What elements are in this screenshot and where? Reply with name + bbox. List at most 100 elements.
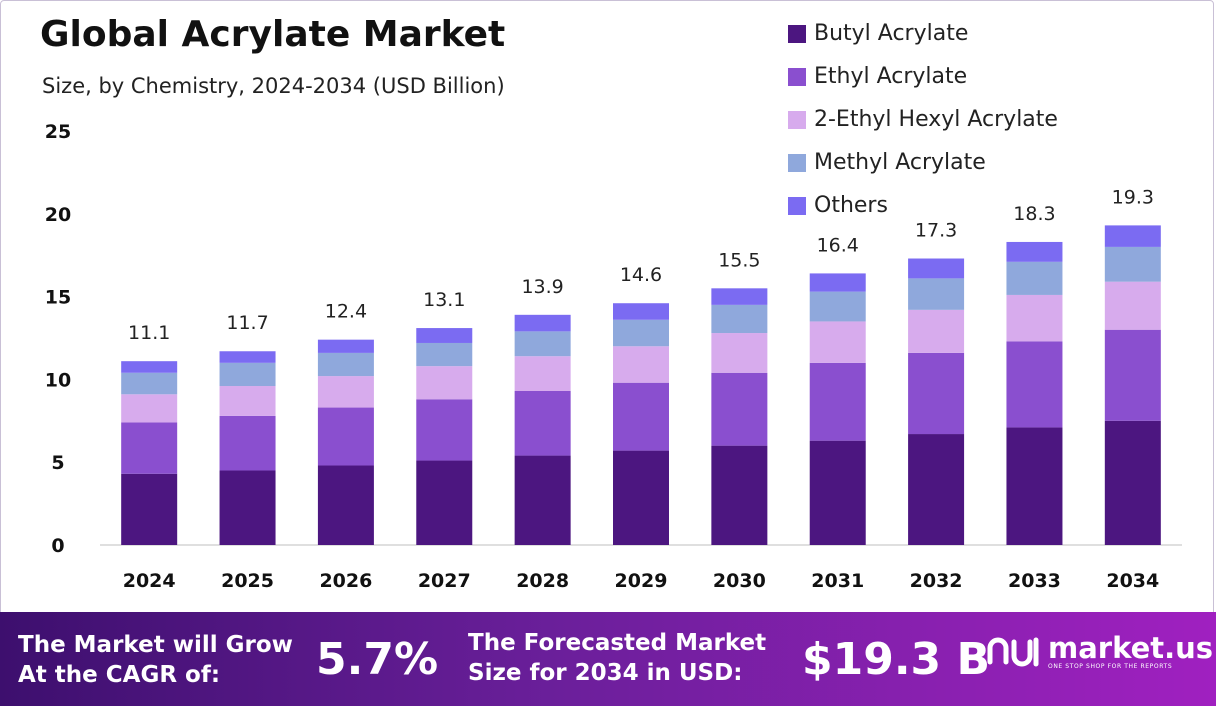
bar-segment-hexyl-2032 xyxy=(908,309,965,353)
bar-total-label: 19.3 xyxy=(1112,186,1154,208)
bar-segment-methyl-2024 xyxy=(121,372,178,395)
bar-segment-methyl-2032 xyxy=(908,278,965,310)
bar-segment-ethyl-2033 xyxy=(1006,341,1063,428)
bar-segment-methyl-2033 xyxy=(1006,261,1063,295)
bar-segment-butyl-2028 xyxy=(514,455,571,545)
legend-label-methyl: Methyl Acrylate xyxy=(814,150,986,175)
cagr-value: 5.7% xyxy=(316,634,439,685)
chart-title: Global Acrylate Market xyxy=(40,14,506,55)
bar-segment-ethyl-2025 xyxy=(219,415,276,471)
x-tick-label: 2031 xyxy=(811,570,864,592)
cagr-label-line1: The Market will Grow xyxy=(18,632,293,658)
bar-segment-hexyl-2033 xyxy=(1006,294,1063,342)
bar-segment-butyl-2025 xyxy=(219,470,276,545)
bar-total-label: 17.3 xyxy=(915,220,957,242)
bar-segment-hexyl-2030 xyxy=(711,333,768,373)
legend-label-hexyl: 2-Ethyl Hexyl Acrylate xyxy=(814,107,1058,132)
bar-total-label: 16.4 xyxy=(817,234,859,256)
bar-segment-hexyl-2028 xyxy=(514,356,571,391)
x-tick-label: 2030 xyxy=(713,570,766,592)
legend-swatch-ethyl xyxy=(788,67,806,86)
legend-label-others: Others xyxy=(814,193,888,218)
bar-segment-others-2026 xyxy=(317,339,374,353)
bar-segment-ethyl-2027 xyxy=(416,399,473,461)
forecast-label: The Forecasted Market Size for 2034 in U… xyxy=(468,628,766,688)
bar-segment-hexyl-2031 xyxy=(809,321,866,363)
bar-total-label: 13.1 xyxy=(423,289,465,311)
bar-segment-methyl-2026 xyxy=(317,352,374,377)
bar-segment-hexyl-2029 xyxy=(613,346,669,383)
bar-total-label: 18.3 xyxy=(1013,203,1055,225)
bar-segment-others-2033 xyxy=(1006,241,1063,262)
bar-segment-ethyl-2026 xyxy=(317,407,374,466)
x-tick-label: 2024 xyxy=(123,570,176,592)
bar-segment-butyl-2034 xyxy=(1104,420,1161,545)
x-tick-label: 2026 xyxy=(319,570,372,592)
x-tick-label: 2029 xyxy=(615,570,668,592)
bar-segment-butyl-2032 xyxy=(908,434,965,545)
bar-segment-methyl-2029 xyxy=(613,319,669,347)
x-tick-label: 2032 xyxy=(910,570,963,592)
bar-segment-ethyl-2029 xyxy=(613,382,669,451)
brand-tagline: ONE STOP SHOP FOR THE REPORTS xyxy=(1048,663,1173,670)
bar-segment-butyl-2024 xyxy=(121,473,178,545)
bar-segment-others-2024 xyxy=(121,361,178,373)
bar-total-label: 11.1 xyxy=(128,322,170,344)
legend-item-hexyl: 2-Ethyl Hexyl Acrylate xyxy=(788,98,1058,141)
forecast-label-line2: Size for 2034 in USD: xyxy=(468,660,743,686)
bar-segment-others-2030 xyxy=(711,288,768,305)
bar-segment-others-2029 xyxy=(613,303,669,320)
bar-total-label: 12.4 xyxy=(325,301,367,323)
legend-item-methyl: Methyl Acrylate xyxy=(788,141,1058,184)
bar-segment-hexyl-2024 xyxy=(121,394,178,423)
legend-item-butyl: Butyl Acrylate xyxy=(788,12,1058,55)
bar-segment-hexyl-2034 xyxy=(1104,281,1161,330)
cagr-label-line2: At the CAGR of: xyxy=(18,662,221,688)
y-tick-label: 0 xyxy=(51,535,64,557)
bar-segment-methyl-2025 xyxy=(219,362,276,387)
bar-segment-others-2025 xyxy=(219,351,276,363)
bar-segment-methyl-2031 xyxy=(809,291,866,322)
bar-segment-butyl-2030 xyxy=(711,445,768,545)
stacked-bar-chart: 051015202511.1202411.7202512.4202613.120… xyxy=(45,121,1182,592)
x-tick-label: 2025 xyxy=(221,570,274,592)
y-tick-label: 5 xyxy=(51,452,64,474)
brand-logo-text: market.us ONE STOP SHOP FOR THE REPORTS xyxy=(1048,633,1213,671)
bar-segment-others-2028 xyxy=(514,314,571,332)
bar-segment-methyl-2034 xyxy=(1104,246,1161,282)
bar-segment-butyl-2027 xyxy=(416,460,473,545)
bar-segment-methyl-2030 xyxy=(711,304,768,334)
x-tick-label: 2033 xyxy=(1008,570,1061,592)
bar-segment-ethyl-2034 xyxy=(1104,329,1161,421)
bar-segment-ethyl-2024 xyxy=(121,422,178,474)
forecast-label-line1: The Forecasted Market xyxy=(468,630,767,656)
bar-segment-hexyl-2027 xyxy=(416,366,473,400)
legend-swatch-butyl xyxy=(788,24,806,43)
legend-swatch-others xyxy=(788,196,806,215)
bar-segment-hexyl-2026 xyxy=(317,376,374,408)
bar-total-label: 11.7 xyxy=(226,312,268,334)
brand-name: market.us xyxy=(1048,631,1214,665)
bar-segment-ethyl-2031 xyxy=(809,362,866,441)
bar-segment-methyl-2028 xyxy=(514,331,571,357)
x-tick-label: 2034 xyxy=(1106,570,1159,592)
legend-label-ethyl: Ethyl Acrylate xyxy=(814,64,968,89)
chart-subtitle: Size, by Chemistry, 2024-2034 (USD Billi… xyxy=(42,74,505,98)
legend-item-ethyl: Ethyl Acrylate xyxy=(788,55,1058,98)
y-tick-label: 25 xyxy=(45,121,71,143)
bar-segment-others-2027 xyxy=(416,328,473,343)
bar-segment-ethyl-2030 xyxy=(711,372,768,446)
summary-footer: The Market will Grow At the CAGR of: 5.7… xyxy=(0,612,1216,706)
bar-total-label: 13.9 xyxy=(521,276,563,298)
bar-total-label: 14.6 xyxy=(620,264,662,286)
y-tick-label: 10 xyxy=(45,369,71,391)
cagr-label: The Market will Grow At the CAGR of: xyxy=(18,630,293,690)
legend-item-others: Others xyxy=(788,184,1058,227)
legend-label-butyl: Butyl Acrylate xyxy=(814,21,969,46)
legend: Butyl Acrylate Ethyl Acrylate 2-Ethyl He… xyxy=(788,12,1058,227)
bar-segment-ethyl-2028 xyxy=(514,390,571,456)
bar-segment-butyl-2026 xyxy=(317,465,374,545)
bar-segment-hexyl-2025 xyxy=(219,386,276,416)
bar-segment-others-2031 xyxy=(809,273,866,292)
bar-total-label: 15.5 xyxy=(718,249,760,271)
